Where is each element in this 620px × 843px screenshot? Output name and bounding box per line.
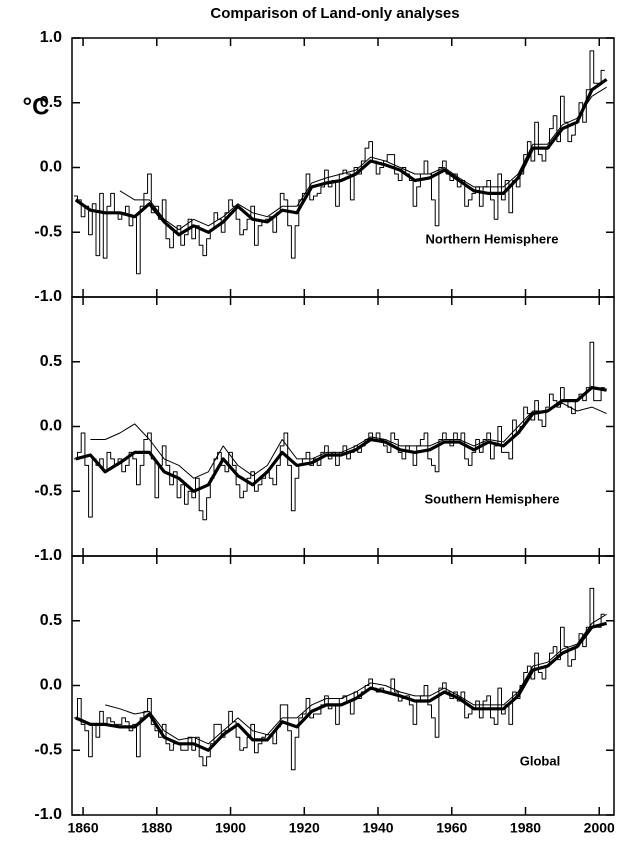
x-tick-label: 1860	[67, 820, 98, 836]
smoothed-line	[105, 613, 607, 745]
panel-label: Southern Hemisphere	[424, 491, 559, 506]
smoothed-line	[74, 78, 608, 237]
y-tick-label: -1.0	[34, 547, 62, 564]
panel-label: Global	[520, 753, 560, 768]
x-tick-label: 1880	[141, 820, 172, 836]
smoothed-line	[90, 402, 607, 479]
x-tick-label: 1980	[510, 820, 541, 836]
y-tick-label: -1.0	[34, 806, 62, 823]
smoothed-line	[75, 621, 608, 752]
x-tick-label: 1920	[289, 820, 320, 836]
smoothed-line	[75, 386, 607, 493]
x-tick-label: 1960	[436, 820, 467, 836]
y-tick-label: 0.0	[40, 418, 62, 435]
x-tick-label: 2000	[584, 820, 615, 836]
plot-frame	[71, 296, 615, 557]
x-tick-label: 1940	[362, 820, 393, 836]
y-tick-label: 1.0	[40, 29, 62, 46]
chart-title: Comparison of Land-only analyses	[210, 5, 459, 22]
y-tick-label: 0.5	[40, 94, 62, 111]
y-tick-label: -1.0	[34, 288, 62, 305]
y-tick-label: 0.0	[40, 677, 62, 694]
y-tick-label: -0.5	[34, 741, 62, 758]
y-tick-label: 0.5	[40, 612, 62, 629]
y-tick-label: 0.5	[40, 353, 62, 370]
plot-frame	[71, 37, 615, 298]
y-tick-label: -0.5	[34, 482, 62, 499]
y-tick-label: -0.5	[34, 223, 62, 240]
panel-label: Northern Hemisphere	[426, 231, 559, 246]
x-tick-label: 1900	[215, 820, 246, 836]
smoothed-line	[119, 86, 607, 231]
y-tick-label: 0.0	[40, 159, 62, 176]
plot-frame	[71, 555, 615, 816]
y-axis-label: °C	[23, 93, 50, 120]
